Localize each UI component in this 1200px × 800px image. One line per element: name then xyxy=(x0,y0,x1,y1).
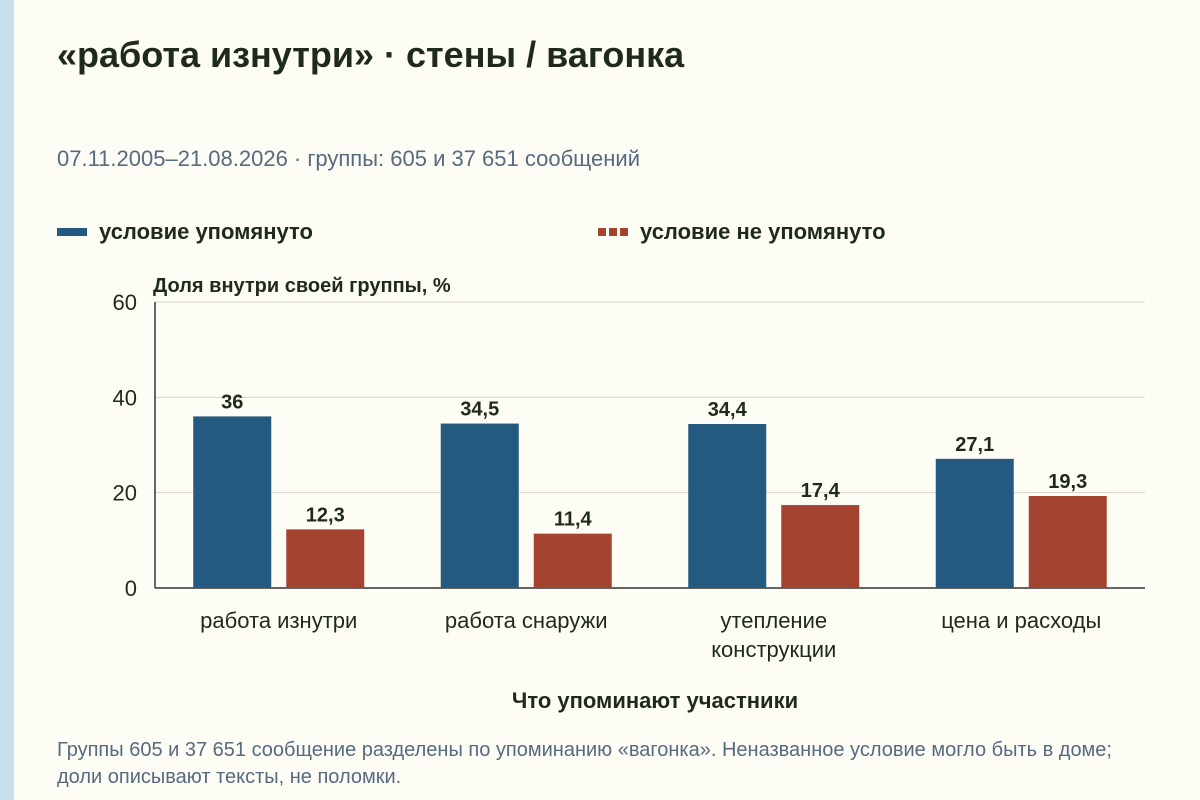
data-label: 27,1 xyxy=(955,434,994,456)
bar xyxy=(286,529,365,588)
y-tick-label: 40 xyxy=(113,385,137,410)
bar xyxy=(533,533,612,588)
x-tick-label: работа снаружи xyxy=(445,608,608,633)
legend-item-not-mentioned: условие не упомянуто xyxy=(598,219,886,245)
legend-label-not-mentioned: условие не упомянуто xyxy=(640,219,886,244)
x-tick-label: цена и расходы xyxy=(941,608,1101,633)
x-tick-label: утепление xyxy=(720,608,827,633)
legend-swatch-not-mentioned xyxy=(598,228,628,236)
bar xyxy=(688,424,767,588)
legend-label-mentioned: условие упомянуто xyxy=(99,219,313,244)
bar xyxy=(1028,496,1107,588)
y-tick-label: 60 xyxy=(113,290,137,315)
x-axis-label: Что упоминают участники xyxy=(512,688,798,713)
chart-title: «работа изнутри» · стены / вагонка xyxy=(57,34,685,75)
x-tick-label: работа изнутри xyxy=(200,608,357,633)
chart-subtitle: 07.11.2005–21.08.2026 · группы: 605 и 37… xyxy=(57,146,640,171)
data-label: 12,3 xyxy=(306,504,345,526)
bar xyxy=(193,416,272,588)
legend-swatch-mentioned xyxy=(57,228,87,236)
y-tick-label: 0 xyxy=(125,576,137,601)
data-label: 34,5 xyxy=(460,399,499,421)
bar xyxy=(781,505,860,588)
bar xyxy=(935,458,1014,588)
data-label: 36 xyxy=(221,391,243,413)
bar xyxy=(440,423,519,588)
data-label: 17,4 xyxy=(801,480,841,502)
footnote: Группы 605 и 37 651 сообщение разделены … xyxy=(57,739,1112,788)
legend-item-mentioned: условие упомянуто xyxy=(57,219,313,245)
x-tick-label: конструкции xyxy=(711,637,836,662)
data-label: 11,4 xyxy=(554,509,593,531)
y-tick-label: 20 xyxy=(113,481,137,506)
data-label: 19,3 xyxy=(1048,471,1087,493)
data-label: 34,4 xyxy=(708,399,748,421)
y-axis-label: Доля внутри своей группы, % xyxy=(153,275,451,297)
left-accent-strip xyxy=(0,0,14,800)
